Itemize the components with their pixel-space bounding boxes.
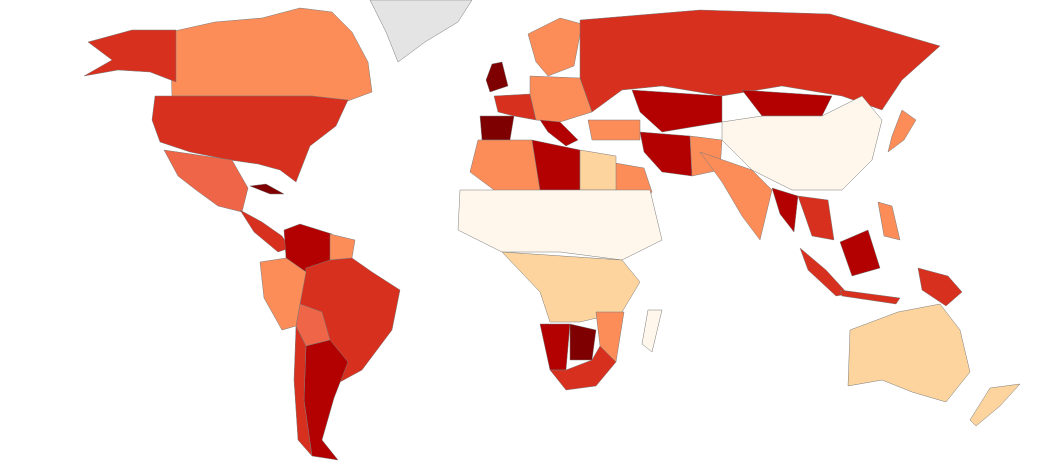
- philippines: [877, 201, 901, 241]
- canada: [169, 7, 373, 103]
- france: [493, 93, 537, 121]
- chile: [293, 325, 313, 457]
- sumatra: [799, 247, 849, 297]
- spain: [479, 115, 515, 141]
- mozambique: [595, 311, 625, 363]
- japan: [887, 109, 917, 153]
- turkey: [587, 119, 641, 141]
- java: [839, 289, 901, 305]
- australia: [847, 303, 971, 403]
- scandinavia: [527, 17, 583, 77]
- central-america: [239, 209, 291, 253]
- libya: [531, 139, 581, 191]
- india: [699, 151, 773, 241]
- madagascar: [641, 309, 663, 353]
- new-zealand: [969, 383, 1021, 427]
- greenland: [369, 0, 473, 63]
- china: [721, 95, 883, 191]
- indochina: [797, 195, 835, 241]
- guianas: [329, 233, 356, 261]
- iran: [639, 131, 693, 177]
- myanmar: [771, 187, 799, 233]
- borneo: [839, 229, 881, 277]
- namibia: [539, 323, 571, 371]
- argentina: [303, 339, 349, 461]
- sahel: [457, 189, 663, 261]
- kazakhstan: [631, 89, 723, 133]
- mongolia: [741, 89, 833, 117]
- algeria: [469, 139, 541, 197]
- usa: [151, 95, 349, 183]
- alaska: [83, 29, 177, 83]
- uk: [485, 61, 509, 93]
- new-guinea: [917, 267, 963, 307]
- italy-balkans: [539, 119, 579, 147]
- botswana: [569, 323, 597, 361]
- cuba: [249, 183, 285, 195]
- russia: [579, 9, 941, 113]
- central-africa: [501, 251, 641, 323]
- mexico: [163, 149, 249, 213]
- egypt: [579, 149, 617, 191]
